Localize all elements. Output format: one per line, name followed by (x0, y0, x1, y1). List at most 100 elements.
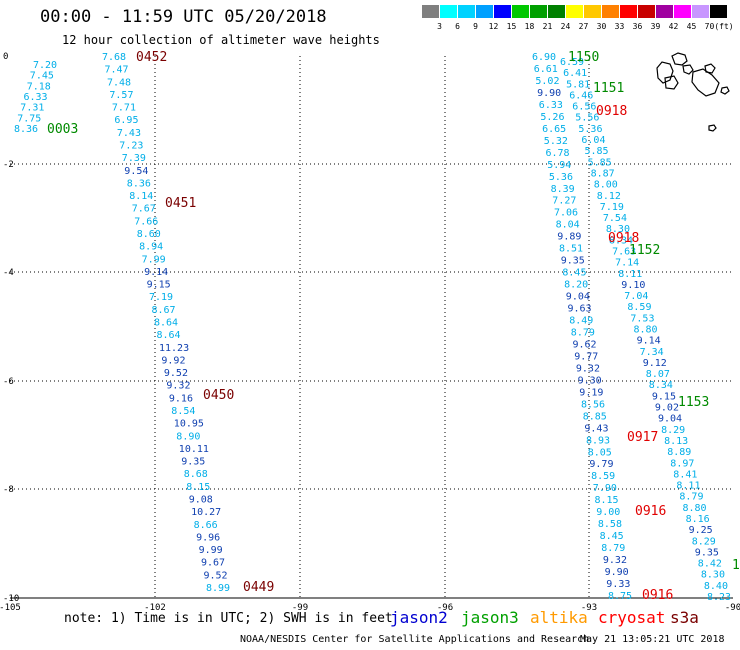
swh-value-east-b: 7.19 (600, 202, 624, 213)
swh-value-east-b: 8.42 (698, 559, 722, 570)
swh-value-east-b: 8.11 (618, 269, 642, 280)
swh-value-west-long: 8.99 (206, 583, 230, 594)
scale-swatch (548, 5, 565, 18)
scale-swatch (638, 5, 655, 18)
swh-value-east-a: 8.15 (595, 495, 619, 506)
scale-swatch (494, 5, 511, 18)
swh-value-east-b: 7.04 (624, 291, 648, 302)
swh-value-east-b: 8.34 (649, 380, 673, 391)
swh-value-east-a: 9.62 (573, 340, 597, 351)
scale-label: 6 (455, 22, 460, 31)
swh-value-east-a: 8.05 (588, 447, 612, 458)
swh-value-east-a: 9.89 (557, 232, 581, 243)
swh-value-east-a: 9.19 (579, 387, 603, 398)
swh-value-east-a: 5.26 (540, 112, 564, 123)
scale-label: 9 (473, 22, 478, 31)
swh-value-west-long: 7.66 (134, 216, 158, 227)
swh-value-east-a: 8.51 (559, 244, 583, 255)
units-note: note: 1) Time is in UTC; 2) SWH is in fe… (64, 611, 393, 626)
swh-value-east-a: 9.35 (561, 256, 585, 267)
scale-swatch (512, 5, 529, 18)
swh-value-east-b: 9.10 (621, 280, 645, 291)
swh-value-west-long: 9.08 (189, 495, 213, 506)
swh-value-west-long: 8.64 (154, 318, 178, 329)
swh-value-east-a: 8.85 (583, 411, 607, 422)
island-outline (682, 64, 694, 75)
scale-label: 21 (542, 22, 553, 31)
swh-value-east-b: 8.13 (664, 436, 688, 447)
swh-value-west-long: 8.36 (127, 178, 151, 189)
page-subtitle: 12 hour collection of altimeter wave hei… (62, 33, 380, 47)
scale-swatch (476, 5, 493, 18)
scale-swatch (692, 5, 709, 18)
swh-value-east-a: 6.61 (534, 64, 558, 75)
time-label: 1151 (593, 81, 624, 96)
swh-value-west-long: 9.35 (181, 457, 205, 468)
island-outline (708, 124, 717, 132)
scale-label: 30 (596, 22, 607, 31)
swh-value-east-b: 6.41 (563, 68, 587, 79)
scale-swatch (710, 5, 727, 18)
swh-value-east-a: 7.90 (593, 483, 617, 494)
time-label: 0918 (596, 104, 627, 119)
scale-label: 3 (437, 22, 442, 31)
scale-swatch (422, 5, 439, 18)
swh-value-west-long: 10.11 (179, 444, 209, 455)
swh-value-east-b: 5.36 (578, 124, 602, 135)
scale-swatch (674, 5, 691, 18)
swh-value-west-long: 9.52 (204, 570, 228, 581)
lat-tick-label: -10 (3, 594, 19, 604)
swh-value-east-a: 8.49 (569, 316, 593, 327)
swh-value-west-long: 9.99 (199, 545, 223, 556)
swh-value-east-a: 9.77 (574, 351, 598, 362)
swh-value-east-a: 9.32 (576, 363, 600, 374)
scale-label: 27 (578, 22, 589, 31)
swh-value-east-b: 8.29 (661, 425, 685, 436)
swh-value-east-b: 8.12 (597, 191, 621, 202)
island-outline (664, 75, 679, 90)
swh-value-east-a: 8.04 (556, 220, 580, 231)
scale-label: 70 (704, 22, 715, 31)
swh-value-east-b: 8.80 (683, 503, 707, 514)
scale-swatch (566, 5, 583, 18)
swh-value-east-b: 8.00 (594, 180, 618, 191)
scale-label: 39 (650, 22, 661, 31)
swh-value-east-b: 6.59 (560, 57, 584, 68)
time-label: 1 (732, 558, 740, 573)
swh-value-west-long: 8.68 (184, 469, 208, 480)
swh-value-west-long: 8.54 (171, 406, 195, 417)
swh-value-west-long: 7.57 (109, 90, 133, 101)
swh-value-east-b: 8.87 (591, 169, 615, 180)
swh-value-east-a: 8.79 (601, 543, 625, 554)
lat-tick-label: 0 (3, 52, 8, 62)
swh-value-east-b: 9.15 (652, 391, 676, 402)
swh-value-east-a: 8.93 (586, 435, 610, 446)
swh-value-west-long: 9.15 (147, 280, 171, 291)
scale-swatch (458, 5, 475, 18)
swh-value-east-b: 6.56 (572, 102, 596, 113)
swh-value-east-a: 8.79 (571, 328, 595, 339)
swh-value-west-long: 7.39 (122, 153, 146, 164)
scale-label: 12 (488, 22, 499, 31)
swh-value-east-b: 9.25 (689, 525, 713, 536)
swh-value-east-b: 8.97 (670, 458, 694, 469)
swh-value-east-a: 9.90 (537, 88, 561, 99)
time-label: 1153 (678, 395, 709, 410)
swh-value-east-a: 5.36 (549, 172, 573, 183)
scale-label: 15 (506, 22, 517, 31)
time-label: 0450 (203, 388, 234, 403)
swh-value-east-a: 9.00 (596, 507, 620, 518)
swh-value-east-a: 8.45 (600, 531, 624, 542)
swh-value-west-long: 8.94 (139, 242, 163, 253)
swh-value-east-b: 6.04 (581, 135, 605, 146)
swh-value-east-a: 8.56 (581, 399, 605, 410)
swh-value-west-long: 9.54 (124, 166, 148, 177)
swh-value-west-short: 6.33 (24, 92, 48, 103)
swh-value-east-a: 8.39 (551, 184, 575, 195)
swh-value-east-b: 8.79 (679, 492, 703, 503)
swh-value-west-long: 7.19 (149, 292, 173, 303)
scale-swatch (440, 5, 457, 18)
swh-value-east-b: 9.12 (643, 358, 667, 369)
swh-value-east-a: 9.30 (578, 375, 602, 386)
swh-value-east-b: 9.02 (655, 403, 679, 414)
